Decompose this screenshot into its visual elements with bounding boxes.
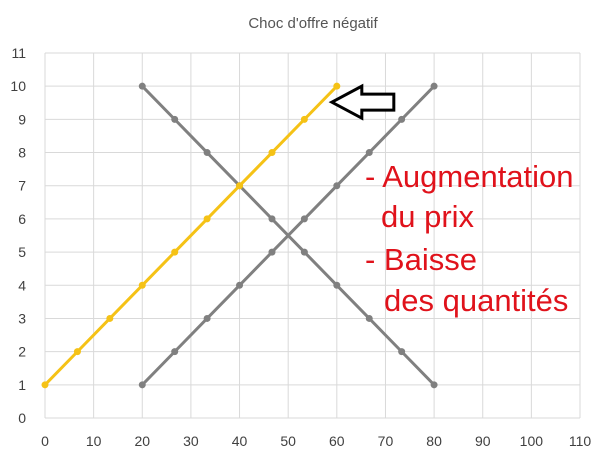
data-point [138, 82, 146, 90]
data-point [106, 314, 114, 322]
series-line [43, 85, 338, 386]
y-axis-ticks: 0 1 2 3 4 5 6 7 8 9 10 11 [10, 45, 26, 426]
data-point [171, 115, 179, 123]
y-tick-label: 11 [11, 45, 26, 61]
data-point [203, 149, 211, 157]
data-point [430, 381, 438, 389]
x-tick-label: 100 [520, 433, 544, 449]
data-point [300, 248, 308, 256]
series-group [41, 82, 438, 389]
x-tick-label: 10 [86, 433, 102, 449]
y-tick-label: 2 [18, 344, 26, 360]
data-point [171, 348, 179, 356]
data-point [333, 182, 341, 190]
data-point [300, 115, 308, 123]
annotation-text: - Augmentation du prix - Baisse des quan… [365, 159, 574, 318]
x-tick-label: 30 [183, 433, 199, 449]
arrow-annotation [328, 83, 396, 121]
data-point [398, 348, 406, 356]
y-tick-label: 8 [18, 145, 26, 161]
data-point [430, 82, 438, 90]
series-line [141, 85, 436, 386]
y-tick-label: 7 [18, 178, 26, 194]
data-point [236, 281, 244, 289]
y-tick-label: 10 [10, 78, 26, 94]
data-point [203, 215, 211, 223]
x-tick-label: 60 [329, 433, 345, 449]
data-point [138, 381, 146, 389]
x-tick-label: 50 [280, 433, 296, 449]
x-tick-label: 70 [378, 433, 394, 449]
data-point [268, 248, 276, 256]
x-tick-label: 0 [41, 433, 49, 449]
annotation-line-4: des quantités [384, 283, 568, 318]
left-arrow-icon [328, 83, 396, 121]
x-tick-label: 110 [569, 433, 592, 449]
annotation-line-1: - Augmentation [365, 159, 574, 194]
data-point [268, 215, 276, 223]
data-point [203, 314, 211, 322]
data-point [365, 149, 373, 157]
chart-title: Choc d'offre négatif [248, 15, 378, 32]
series-2 [138, 82, 438, 389]
y-tick-label: 0 [18, 410, 26, 426]
x-tick-label: 40 [232, 433, 248, 449]
gridlines [44, 52, 581, 419]
y-tick-label: 6 [18, 211, 26, 227]
data-point [300, 215, 308, 223]
data-point [333, 281, 341, 289]
data-point [138, 281, 146, 289]
x-axis-ticks: 0 10 20 30 40 50 60 70 80 90 100 110 [41, 433, 591, 449]
x-tick-label: 80 [426, 433, 442, 449]
y-tick-label: 1 [18, 377, 26, 393]
annotation-line-3: - Baisse [365, 242, 477, 277]
data-point [73, 348, 81, 356]
y-tick-label: 4 [18, 277, 26, 293]
annotation-line-2: du prix [381, 199, 475, 234]
x-tick-label: 20 [134, 433, 150, 449]
x-tick-label: 90 [475, 433, 491, 449]
y-tick-label: 3 [18, 310, 26, 326]
series-3 [41, 82, 341, 389]
y-tick-label: 9 [18, 111, 26, 127]
data-point [268, 149, 276, 157]
data-point [236, 182, 244, 190]
data-point [398, 115, 406, 123]
data-point [333, 82, 341, 90]
y-tick-label: 5 [18, 244, 26, 260]
data-point [365, 314, 373, 322]
data-point [171, 248, 179, 256]
data-point [41, 381, 49, 389]
